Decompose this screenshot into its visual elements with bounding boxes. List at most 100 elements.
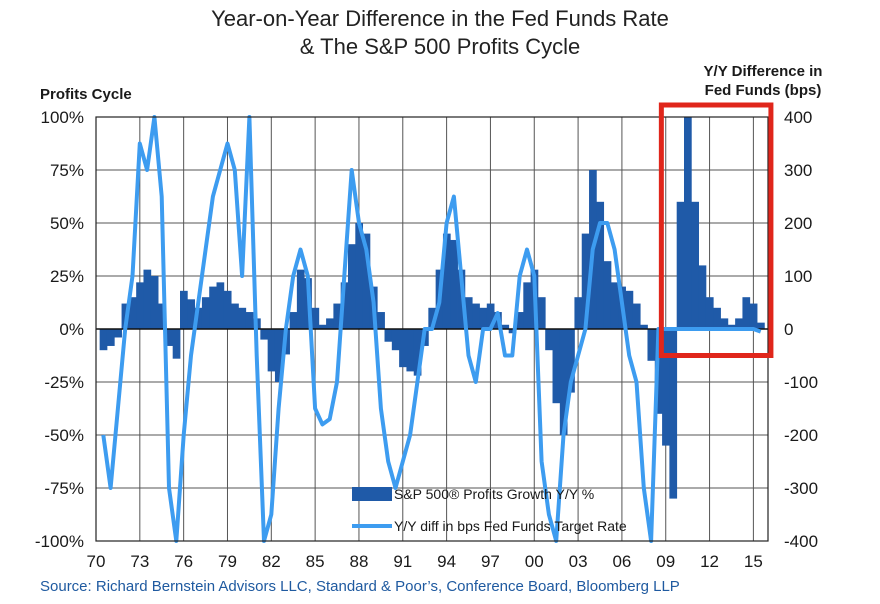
profits-bar — [713, 307, 721, 329]
profits-bar — [413, 329, 422, 376]
profits-bar — [545, 329, 553, 351]
profits-bar — [158, 303, 166, 329]
profits-bar — [136, 282, 144, 329]
profits-bar — [384, 329, 393, 342]
profits-bar — [742, 297, 751, 329]
highlight-box — [658, 102, 774, 358]
left-axis-ticks: 100% 75% 50% 25% 0% -25% -50% -75% -100% — [35, 108, 84, 551]
profits-bar — [362, 233, 371, 329]
profits-bar — [581, 233, 590, 329]
profits-bar — [676, 201, 685, 329]
profits-bar — [187, 299, 196, 329]
x-tick-label: 09 — [656, 552, 675, 571]
x-tick-label: 85 — [306, 552, 325, 571]
profits-bar — [567, 329, 575, 393]
x-tick-label: 88 — [349, 552, 368, 571]
profits-bar — [245, 312, 254, 329]
profits-bar — [501, 324, 510, 329]
profits-bar — [705, 297, 714, 329]
left-tick-label: 100% — [41, 108, 84, 127]
profits-bar — [596, 201, 605, 329]
profits-bar — [231, 303, 239, 329]
profits-bar — [406, 329, 415, 372]
profits-bar — [333, 303, 342, 329]
left-tick-label: 25% — [50, 267, 84, 286]
right-tick-label: 400 — [784, 108, 812, 127]
left-tick-label: -25% — [44, 373, 84, 392]
profits-bar — [472, 303, 480, 329]
profits-bar — [625, 290, 634, 329]
profits-bar — [209, 286, 217, 329]
x-tick-label: 03 — [569, 552, 588, 571]
profits-bar — [165, 329, 174, 346]
legend-swatch-bars — [352, 487, 392, 501]
chart-title-line-1: Year-on-Year Difference in the Fed Funds… — [211, 6, 669, 31]
x-axis-ticks: 70 73 76 79 82 85 88 91 94 97 00 03 06 09 12 15 — [87, 552, 763, 571]
profits-bar — [537, 297, 546, 329]
right-tick-label: 300 — [784, 161, 812, 180]
left-axis-title: Profits Cycle — [40, 86, 132, 103]
profits-bar — [326, 318, 334, 329]
profits-bar — [238, 307, 247, 329]
profits-bar — [757, 322, 765, 329]
profits-bar — [348, 244, 356, 329]
right-axis-ticks: 400 300 200 100 0 -100 -200 -300 -400 — [784, 108, 818, 551]
profits-bar — [194, 307, 203, 329]
plot-frame — [95, 116, 769, 542]
left-tick-label: 50% — [50, 214, 84, 233]
profits-bar — [428, 307, 437, 329]
profits-bar — [698, 265, 707, 329]
left-tick-label: -50% — [44, 426, 84, 445]
source-note: Source: Richard Bernstein Advisors LLC, … — [40, 578, 680, 595]
right-tick-label: -300 — [784, 479, 818, 498]
profits-bar — [274, 329, 283, 382]
profits-bar — [180, 290, 188, 329]
profits-bar — [260, 329, 269, 340]
profits-bar — [311, 307, 320, 329]
profits-bar — [574, 297, 583, 329]
profits-bar — [749, 303, 758, 329]
profits-bar — [296, 269, 305, 329]
x-tick-label: 79 — [218, 552, 237, 571]
profits-bars — [99, 117, 765, 499]
right-axis-title: Y/Y Difference in Fed Funds (bps) — [688, 62, 838, 100]
profits-bar — [632, 303, 641, 329]
profits-bar — [523, 282, 532, 329]
profits-bar — [691, 201, 700, 329]
right-tick-label: 100 — [784, 267, 812, 286]
legend: S&P 500® Profits Growth Y/Y % Y/Y diff i… — [352, 486, 627, 534]
x-tick-label: 73 — [130, 552, 149, 571]
profits-bar — [647, 329, 656, 361]
right-tick-label: -100 — [784, 373, 818, 392]
profits-bar — [720, 318, 729, 329]
right-axis-title-line-1: Y/Y Difference in — [703, 63, 823, 80]
profits-bar — [516, 312, 524, 329]
profits-bar — [114, 329, 122, 338]
x-tick-label: 06 — [612, 552, 631, 571]
profits-bar — [340, 282, 349, 329]
profits-bar — [684, 117, 692, 329]
x-tick-label: 82 — [262, 552, 281, 571]
left-tick-label: 75% — [50, 161, 84, 180]
profits-bar — [99, 329, 108, 351]
profits-bar — [355, 223, 364, 329]
profits-bar — [128, 297, 137, 329]
profits-bar — [559, 329, 568, 435]
profits-bar — [486, 303, 495, 329]
legend-label-line: Y/Y diff in bps Fed Funds Target Rate — [394, 518, 627, 534]
profits-bar — [464, 297, 473, 329]
right-tick-label: -200 — [784, 426, 818, 445]
x-tick-label: 97 — [481, 552, 500, 571]
x-tick-label: 15 — [744, 552, 763, 571]
right-tick-label: 0 — [784, 320, 793, 339]
chart: 100% 75% 50% 25% 0% -25% -50% -75% -100% 400 300 2… — [35, 102, 818, 571]
profits-bar — [172, 329, 181, 359]
profits-bar — [669, 329, 678, 499]
profits-bar — [442, 233, 451, 329]
right-tick-label: 200 — [784, 214, 812, 233]
profits-bar — [610, 282, 619, 329]
chart-title-line-2: & The S&P 500 Profits Cycle — [299, 34, 581, 59]
profits-bar — [106, 329, 115, 346]
profits-bar — [450, 239, 458, 329]
profits-bar — [508, 329, 517, 334]
